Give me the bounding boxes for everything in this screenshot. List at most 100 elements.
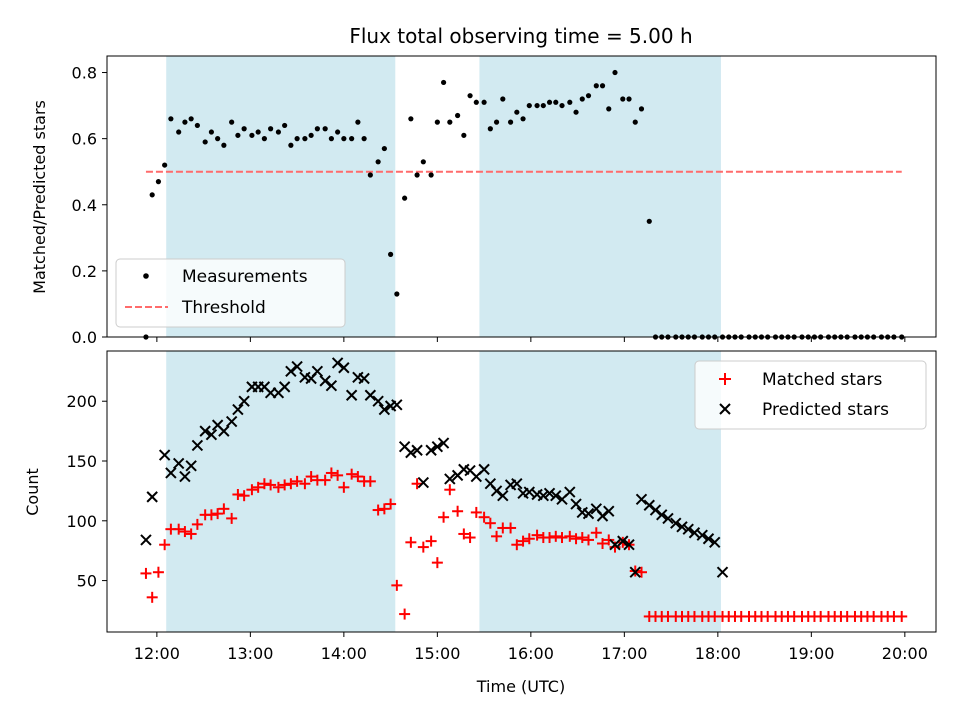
- matched-star-point: [603, 534, 615, 546]
- top-y-tick-label: 0.4: [72, 196, 97, 215]
- bottom-y-tick-label: 150: [66, 452, 97, 471]
- measurement-point: [526, 102, 532, 109]
- matched-star-point: [272, 481, 284, 493]
- matched-star-point: [299, 478, 311, 490]
- predicted-star-point: [311, 365, 324, 378]
- matched-star-point: [238, 490, 250, 502]
- predicted-star-point: [696, 529, 708, 541]
- measurement-point: [188, 116, 194, 122]
- predicted-star-point: [158, 449, 171, 461]
- predicted-star-point: [345, 389, 358, 401]
- matched-star-point: [179, 526, 191, 538]
- matched-star-point: [425, 535, 437, 547]
- measurement-point: [149, 192, 155, 198]
- measurement-point: [215, 136, 221, 142]
- matched-star-point: [205, 509, 217, 521]
- matched-star-point: [570, 533, 582, 545]
- predicted-star-point: [185, 460, 197, 472]
- matched-star-point: [372, 504, 384, 516]
- predicted-star-point: [543, 487, 556, 500]
- matched-star-point: [352, 471, 364, 483]
- predicted-star-point: [596, 510, 609, 522]
- legend-measurements-marker: [143, 273, 149, 279]
- predicted-star-point: [411, 444, 423, 456]
- measurement-point: [275, 129, 282, 135]
- measurement-point: [261, 136, 267, 142]
- matched-star-point: [896, 610, 908, 622]
- predicted-star-point: [497, 489, 509, 502]
- predicted-star-point: [437, 437, 450, 449]
- matched-star-point: [564, 530, 576, 542]
- matched-star-point: [597, 538, 609, 550]
- measurement-point: [328, 136, 334, 142]
- measurement-point: [585, 93, 592, 99]
- measurement-point: [282, 122, 288, 129]
- measurement-point: [632, 119, 638, 125]
- matched-star-point: [246, 484, 258, 496]
- legend-matched-label: Matched stars: [762, 370, 882, 390]
- predicted-star-point: [218, 425, 230, 437]
- measurement-point: [202, 139, 208, 145]
- bottom-y-tick-label: 50: [77, 572, 97, 591]
- predicted-star-point: [179, 470, 191, 483]
- predicted-star-point: [609, 539, 621, 551]
- predicted-star-point: [635, 493, 648, 505]
- predicted-star-point: [165, 467, 177, 479]
- x-axis-label: Time (UTC): [476, 677, 565, 696]
- matched-star-point: [405, 536, 417, 548]
- predicted-star-point: [364, 389, 377, 401]
- measurement-point: [553, 99, 559, 105]
- top-shaded-intervals: [166, 56, 721, 337]
- measurement-point: [394, 291, 400, 297]
- matched-star-point: [285, 478, 297, 490]
- measurement-point: [546, 99, 553, 105]
- measurement-point: [428, 172, 434, 178]
- measurement-point: [487, 126, 493, 132]
- measurement-point: [408, 116, 414, 122]
- measurement-point: [606, 106, 612, 112]
- matched-star-point: [478, 511, 490, 523]
- predicted-star-point: [278, 381, 291, 393]
- measurement-point: [314, 126, 320, 132]
- measurement-point: [288, 142, 294, 148]
- predicted-star-point: [417, 476, 430, 489]
- x-tick-label: 12:00: [134, 644, 180, 663]
- matched-star-point: [152, 566, 164, 578]
- bottom-panel: 50 100 150 200 12:00 13:00 14:00 15:00 16:00 17:…: [23, 350, 937, 696]
- measurement-point: [646, 218, 652, 224]
- measurement-point: [182, 119, 188, 125]
- matched-star-point: [452, 505, 464, 517]
- x-tick-label: 16:00: [508, 644, 554, 663]
- matched-star-point: [252, 481, 264, 493]
- predicted-star-point: [550, 489, 562, 502]
- predicted-star-point: [331, 357, 344, 369]
- matched-star-point: [544, 532, 556, 544]
- matched-star-point: [319, 474, 331, 486]
- bottom-legend-box: [694, 360, 927, 430]
- bottom-x-axis-ticks: 12:00 13:00 14:00 15:00 16:00 17:00 18:00 19:00…: [134, 632, 928, 663]
- top-shaded-interval: [479, 56, 721, 337]
- bottom-y-tick-label: 200: [66, 392, 97, 411]
- matched-star-point: [590, 527, 602, 539]
- measurement-point: [534, 102, 540, 109]
- measurement-point: [255, 129, 261, 135]
- matched-star-point: [458, 528, 470, 540]
- x-tick-label: 17:00: [601, 644, 647, 663]
- predicted-star-point: [709, 536, 721, 549]
- matched-star-point: [556, 532, 568, 544]
- measurement-point: [447, 119, 453, 125]
- predicted-star-point: [378, 403, 391, 416]
- measurement-point: [221, 142, 227, 148]
- matched-star-point: [505, 522, 517, 534]
- x-tick-label: 19:00: [788, 644, 834, 663]
- matched-star-point: [279, 479, 291, 491]
- matched-star-point: [583, 534, 595, 546]
- matched-star-point: [517, 535, 529, 547]
- measurement-point: [579, 96, 585, 102]
- predicted-star-point: [676, 521, 688, 533]
- matched-star-point: [364, 475, 376, 487]
- matched-star-point: [470, 506, 482, 518]
- predicted-star-point: [564, 486, 576, 498]
- matched-star-point: [484, 517, 496, 529]
